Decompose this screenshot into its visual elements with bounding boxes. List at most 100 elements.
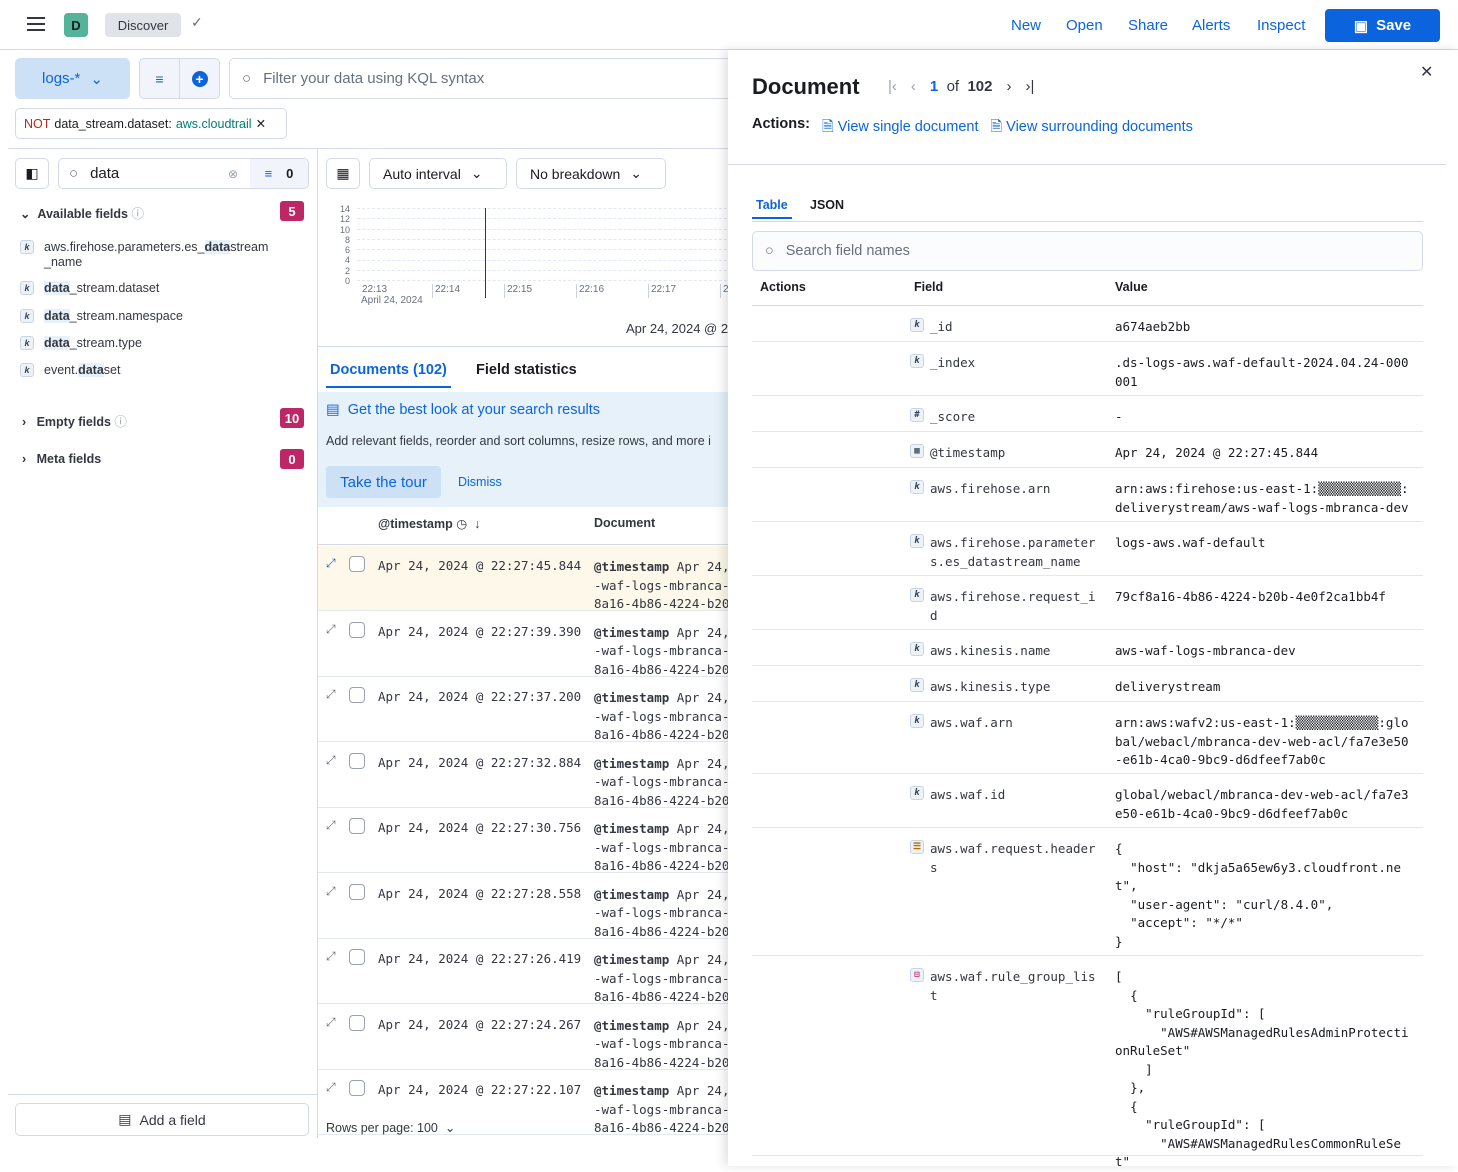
add-filter-button[interactable]: + [179,58,220,99]
open-link[interactable]: Open [1066,17,1103,34]
expand-icon[interactable]: ⤢ [326,949,336,963]
row-checkbox[interactable] [349,556,365,572]
current-page[interactable]: 1 [929,78,939,95]
rows-per-page-select[interactable]: Rows per page: 100 ⌄ [326,1121,456,1135]
y-tick: 10 [339,224,350,235]
field-name-search[interactable]: ○ Search field names [752,231,1423,271]
row-document: @timestamp Apr 24, -waf-logs-mbranca- 8a16… [594,821,728,873]
keyword-icon: k [20,363,34,377]
row-checkbox[interactable] [349,949,365,965]
check-icon[interactable]: ✓ [191,14,203,30]
first-page-icon[interactable]: |‹ [888,78,897,95]
dismiss-button[interactable]: Dismiss [458,475,502,489]
total-pages[interactable]: 102 [967,78,993,95]
filter-pill[interactable]: NOT data_stream.dataset: aws.cloudtrail ✕ [15,108,287,139]
save-icon: ▣ [1353,17,1369,35]
meta-fields-toggle[interactable]: › Meta fields [22,452,102,466]
available-fields-toggle[interactable]: ⌄ Available fields ⓘ [20,207,144,221]
gridline [357,280,728,282]
collapse-sidebar-button[interactable]: ◧ [15,158,49,189]
tab-field-statistics[interactable]: Field statistics [476,362,577,378]
table-row[interactable]: ⤢ Apr 24, 2024 @ 22:27:37.200 @timestamp A… [318,677,728,742]
field-value: a674aeb2bb [1115,319,1191,334]
table-row[interactable]: ⤢ Apr 24, 2024 @ 22:27:22.107 @timestamp A… [318,1070,728,1135]
close-flyout-icon[interactable]: ✕ [1420,64,1434,81]
field-item[interactable]: k data_stream.type [20,336,142,351]
new-link[interactable]: New [1011,17,1042,34]
breadcrumb-discover[interactable]: Discover [105,13,181,37]
column-timestamp[interactable]: @timestamp ◷ ↓ [378,517,481,531]
alerts-link[interactable]: Alerts [1192,17,1231,34]
field-search-input[interactable]: ○ data ⊗ ≡ 0 [58,158,309,189]
clear-icon[interactable]: ⊗ [227,166,238,181]
keyword-icon: k [20,240,34,254]
add-field-button[interactable]: ▤ Add a field [15,1103,309,1136]
field-value: global/webacl/mbranca-dev-web-acl/fa7e3e… [1115,787,1409,821]
expand-icon[interactable]: ⤢ [326,556,336,570]
field-name: aws.waf.request.headers [930,841,1096,875]
gridline [357,269,728,271]
field-item[interactable]: k aws.firehose.parameters.es_datastream_n… [20,240,270,270]
table-row[interactable]: ⤢ Apr 24, 2024 @ 22:27:32.884 @timestamp A… [318,743,728,808]
share-link[interactable]: Share [1128,17,1169,34]
prev-page-icon[interactable]: ‹ [910,78,916,95]
x-axis-date: April 24, 2024 [361,295,423,306]
pagination: |‹ ‹ 1 of 102 › ›| [888,78,1035,95]
inspect-link[interactable]: Inspect [1257,17,1306,34]
breakdown-select[interactable]: No breakdown ⌄ [516,158,666,189]
expand-icon[interactable]: ⤢ [326,687,336,701]
table-row[interactable]: ⤢ Apr 24, 2024 @ 22:27:26.419 @timestamp A… [318,939,728,1004]
keyword-icon: k [20,336,34,350]
tab-table[interactable]: Table [752,198,792,219]
expand-icon[interactable]: ⤢ [326,752,336,767]
field-row: k aws.kinesis.type deliverystream [752,666,1423,702]
filter-menu-button[interactable]: ≡ [139,58,180,99]
field-item[interactable]: k event.dataset [20,363,120,378]
table-row[interactable]: ⤢ Apr 24, 2024 @ 22:27:28.558 @timestamp A… [318,874,728,939]
take-tour-button[interactable]: Take the tour [326,466,441,498]
interval-select[interactable]: Auto interval ⌄ [369,158,507,189]
keyword-icon: k [910,354,924,368]
tab-documents[interactable]: Documents (102) [326,362,451,388]
kql-search-input[interactable]: ○ Filter your data using KQL syntax [229,58,739,99]
close-icon[interactable]: ✕ [255,117,267,131]
sort-down-icon[interactable]: ↓ [474,517,481,531]
dataview-label: logs-* [42,70,81,87]
available-count: 5 [280,201,304,221]
expand-icon[interactable]: ⤢ [326,818,336,832]
dataview-picker[interactable]: logs-* ⌄ [15,58,130,99]
row-checkbox[interactable] [349,1080,365,1096]
column-document[interactable]: Document [594,516,656,530]
expand-icon[interactable]: ⤢ [326,883,336,898]
field-item[interactable]: k data_stream.dataset [20,281,159,296]
row-timestamp: Apr 24, 2024 @ 22:27:37.200 [378,689,582,704]
row-checkbox[interactable] [349,621,365,638]
menu-icon[interactable] [27,17,45,31]
filter-value: aws.cloudtrail [175,116,252,131]
flyout-title: Document [752,74,860,99]
view-surrounding-documents-link[interactable]: 🗎 View surrounding documents [990,119,1193,135]
next-page-icon[interactable]: › [1006,78,1012,95]
expand-icon[interactable]: ⤢ [326,1014,336,1029]
field-filter-button[interactable]: ≡ 0 [250,159,308,188]
view-single-document-link[interactable]: 🗎 View single document [822,119,979,135]
table-row[interactable]: ⤢ Apr 24, 2024 @ 22:27:39.390 @timestamp A… [318,612,728,677]
table-row[interactable]: ⤢ Apr 24, 2024 @ 22:27:24.267 @timestamp A… [318,1005,728,1070]
row-checkbox[interactable] [349,687,365,703]
chart-toggle-button[interactable]: ▦ [326,158,360,189]
app-avatar[interactable]: D [64,13,88,37]
row-checkbox[interactable] [349,883,365,900]
last-page-icon[interactable]: ›| [1025,78,1035,95]
row-checkbox[interactable] [349,1014,365,1031]
row-checkbox[interactable] [349,752,365,769]
gridline [357,238,728,240]
tab-json[interactable]: JSON [810,198,845,212]
table-row[interactable]: ⤢ Apr 24, 2024 @ 22:27:30.756 @timestamp A… [318,808,728,873]
row-checkbox[interactable] [349,818,365,834]
expand-icon[interactable]: ⤢ [326,621,336,636]
save-button[interactable]: ▣ Save [1325,9,1440,42]
table-row[interactable]: ⤢ Apr 24, 2024 @ 22:27:45.844 @timestamp A… [318,546,728,611]
field-item[interactable]: k data_stream.namespace [20,309,183,324]
expand-icon[interactable]: ⤢ [326,1080,336,1094]
empty-fields-toggle[interactable]: › Empty fields ⓘ [22,415,127,429]
